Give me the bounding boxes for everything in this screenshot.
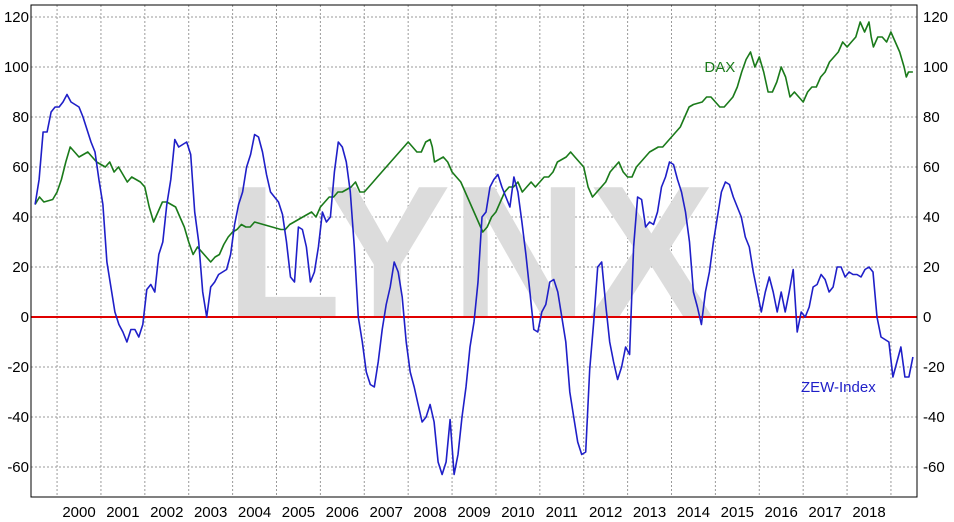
x-tick-label: 2011: [546, 504, 578, 521]
y-tick-label-right: 120: [923, 9, 948, 26]
series-line-dax: [34, 21, 913, 263]
x-tick-label: 2017: [808, 504, 841, 521]
x-tick-label: 2008: [413, 504, 446, 521]
y-tick-label-left: 20: [12, 259, 29, 276]
watermark-lynx: LYNX: [225, 147, 714, 359]
x-tick-label: 2004: [238, 504, 271, 521]
axes: -60 -40 -20 0 20 40 60 80 100 120 -60 -40 -20 0 20 40 60…: [4, 4, 948, 521]
y-tick-label-left: 100: [4, 59, 29, 76]
series-labels: DAX ZEW-Index: [704, 59, 876, 396]
series-line-zew-index: [34, 93, 914, 476]
y-tick-label-right: 20: [923, 259, 940, 276]
series-label-dax: DAX: [704, 59, 735, 76]
x-tick-label: 2010: [501, 504, 534, 521]
x-tick-label: 2007: [370, 504, 403, 521]
y-tick-label-right: 100: [923, 59, 948, 76]
x-tick-label: 2006: [326, 504, 359, 521]
x-tick-label: 2009: [457, 504, 490, 521]
y-tick-label-right: -60: [923, 459, 945, 476]
x-tick-label: 2016: [765, 504, 798, 521]
x-tick-label: 2014: [677, 504, 710, 521]
y-tick-label-left: 0: [21, 309, 29, 326]
y-tick-label-left: 60: [12, 159, 29, 176]
y-tick-label-right: -40: [923, 409, 945, 426]
y-tick-label-right: 60: [923, 159, 940, 176]
x-tick-label: 2003: [194, 504, 227, 521]
x-tick-label: 2018: [852, 504, 885, 521]
y-tick-label-left: 40: [12, 209, 29, 226]
x-tick-label: 2015: [721, 504, 754, 521]
x-tick-label: 2002: [150, 504, 183, 521]
series-group: [34, 21, 914, 476]
x-tick-label: 2005: [282, 504, 315, 521]
y-tick-label-left: 80: [12, 109, 29, 126]
x-tick-label: 2013: [633, 504, 666, 521]
y-tick-label-left: 120: [4, 9, 29, 26]
series-label-zew-index: ZEW-Index: [801, 379, 876, 396]
y-tick-label-left: -60: [7, 459, 29, 476]
y-tick-label-right: -20: [923, 359, 945, 376]
y-tick-label-right: 40: [923, 209, 940, 226]
x-tick-label: 2000: [62, 504, 95, 521]
y-tick-label-left: -20: [7, 359, 29, 376]
y-tick-label-left: -40: [7, 409, 29, 426]
y-tick-label-right: 0: [923, 309, 931, 326]
x-tick-label: 2012: [589, 504, 622, 521]
y-tick-label-right: 80: [923, 109, 940, 126]
plot-frame: [30, 4, 918, 498]
x-tick-label: 2001: [106, 504, 139, 521]
